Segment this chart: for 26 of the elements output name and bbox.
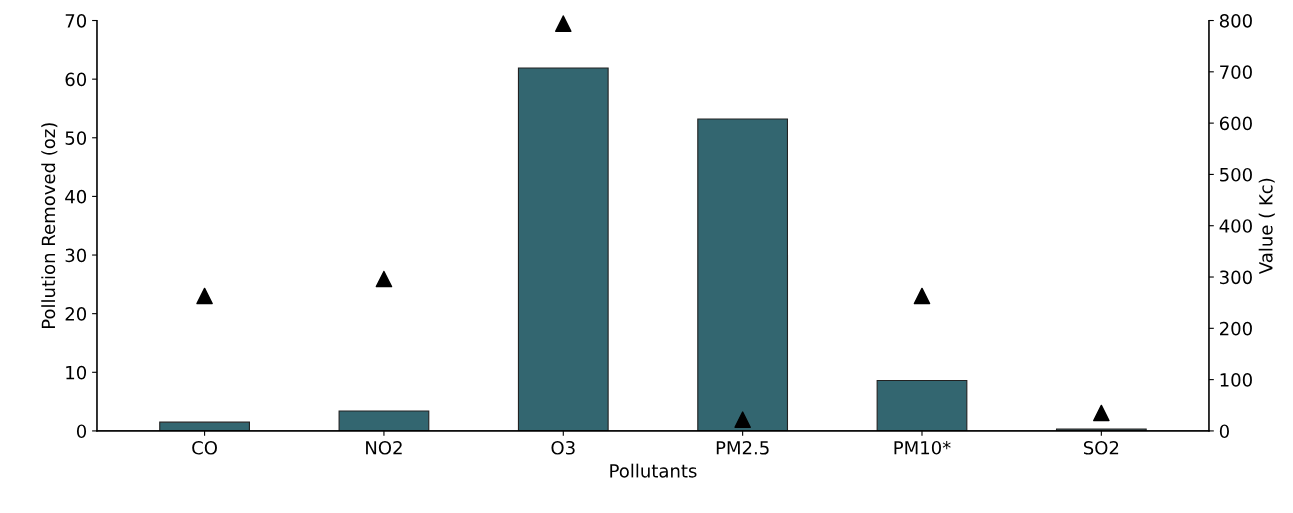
y-tick-label: 0 — [76, 424, 87, 439]
y2-tick-label: 300 — [1220, 270, 1252, 285]
x-tick-label: CO — [192, 440, 217, 455]
x-tick-label: O3 — [551, 440, 575, 455]
y2-tick-label: 700 — [1220, 65, 1252, 79]
y-tick-label: 10 — [66, 365, 87, 380]
y-tick-label: 20 — [65, 307, 87, 321]
y2-tick-label: 600 — [1219, 116, 1252, 131]
y-axis-title: Pollution Removed (oz) — [41, 123, 58, 329]
x-tick-label: SO2 — [1083, 440, 1119, 455]
y2-tick-label: 800 — [1219, 13, 1252, 28]
y-tick-label: 70 — [65, 13, 87, 28]
y2-tick-label: 200 — [1220, 321, 1252, 336]
y-tick-label: 40 — [65, 189, 87, 204]
y2-tick-label: 400 — [1219, 219, 1252, 233]
y-tick-label: 30 — [65, 248, 87, 263]
y2-tick-label: 0 — [1219, 424, 1229, 439]
y-tick-label: 50 — [65, 131, 87, 145]
y2-tick-label: 500 — [1220, 167, 1252, 182]
x-tick-label: NO2 — [366, 440, 402, 455]
y2-tick-label: 100 — [1220, 373, 1252, 387]
y2-axis-title: Value ( Kc) — [1258, 178, 1275, 275]
x-tick-label: PM2.5 — [716, 440, 769, 455]
y-tick-label: 60 — [65, 72, 87, 87]
x-axis-title: Pollutants — [610, 463, 697, 478]
x-tick-label: PM10* — [894, 440, 951, 455]
